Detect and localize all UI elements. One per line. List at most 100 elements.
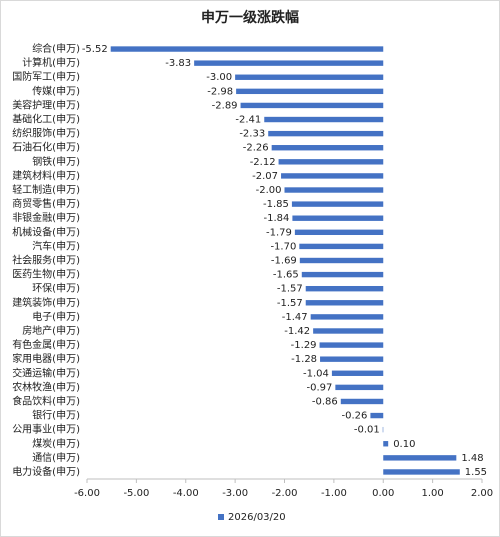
bar bbox=[313, 328, 384, 334]
bar bbox=[271, 145, 384, 151]
bar bbox=[110, 46, 384, 52]
bar bbox=[291, 201, 384, 207]
legend-label: 2026/03/20 bbox=[228, 512, 286, 523]
y-tick-label: 农林牧渔(申万) bbox=[12, 380, 80, 393]
data-label: -5.52 bbox=[82, 44, 108, 55]
data-label: -1.04 bbox=[303, 368, 329, 379]
bar bbox=[236, 88, 384, 95]
y-tick-label: 社会服务(申万) bbox=[12, 254, 80, 267]
bar bbox=[305, 300, 384, 306]
x-tick-label: -2.00 bbox=[272, 488, 298, 499]
data-label: -1.47 bbox=[282, 312, 308, 323]
bar bbox=[383, 469, 460, 475]
y-tick-label: 通信(申万) bbox=[32, 451, 80, 464]
x-tick-label: 2.00 bbox=[471, 488, 493, 499]
x-tick-label: -3.00 bbox=[222, 488, 248, 499]
y-tick-label: 公用事业(申万) bbox=[12, 423, 80, 436]
bar bbox=[281, 173, 384, 179]
data-label: -0.86 bbox=[312, 396, 338, 407]
y-tick-label: 环保(申万) bbox=[32, 282, 80, 295]
x-tick-label: -1.00 bbox=[321, 488, 347, 499]
bar bbox=[320, 356, 384, 362]
y-tick-label: 食品饮料(申万) bbox=[12, 394, 80, 407]
x-tick-label: 0.00 bbox=[372, 488, 394, 499]
bar bbox=[310, 314, 384, 320]
y-tick-label: 计算机(申万) bbox=[22, 56, 80, 69]
bar bbox=[340, 398, 384, 405]
bar bbox=[299, 257, 384, 264]
bar bbox=[370, 412, 384, 419]
y-tick-label: 建筑装饰(申万) bbox=[12, 296, 80, 309]
data-label: -2.98 bbox=[207, 86, 233, 97]
data-label: -1.42 bbox=[284, 326, 310, 337]
data-label: -2.33 bbox=[239, 129, 265, 140]
bar bbox=[305, 285, 384, 292]
bar bbox=[292, 215, 384, 221]
data-label: -2.12 bbox=[250, 157, 276, 168]
x-tick-label: -6.00 bbox=[74, 488, 100, 499]
y-tick-label: 医药生物(申万) bbox=[12, 268, 80, 281]
data-label: -2.41 bbox=[235, 115, 261, 126]
bar bbox=[284, 187, 384, 193]
y-tick-label: 国防军工(申万) bbox=[12, 70, 80, 83]
y-tick-label: 轻工制造(申万) bbox=[12, 183, 80, 196]
x-tick-label: -4.00 bbox=[173, 488, 199, 499]
chart-title: 申万一级涨跌幅 bbox=[201, 9, 299, 26]
y-tick-label: 传媒(申万) bbox=[32, 84, 80, 97]
y-tick-label: 美容护理(申万) bbox=[12, 98, 80, 111]
bar bbox=[240, 102, 384, 109]
y-tick-label: 非银金融(申万) bbox=[12, 211, 80, 224]
data-label: -2.00 bbox=[256, 185, 282, 196]
bar bbox=[268, 130, 384, 137]
y-tick-label: 商贸零售(申万) bbox=[12, 197, 80, 210]
y-tick-label: 机械设备(申万) bbox=[12, 225, 80, 238]
y-tick-label: 煤炭(申万) bbox=[32, 437, 80, 450]
data-label: -1.85 bbox=[263, 199, 289, 210]
data-label: -0.26 bbox=[342, 411, 368, 422]
data-label: -0.01 bbox=[354, 425, 380, 436]
y-tick-label: 纺织服饰(申万) bbox=[12, 127, 80, 140]
x-tick-label: -5.00 bbox=[123, 488, 149, 499]
y-tick-label: 汽车(申万) bbox=[32, 239, 80, 252]
data-label: -3.00 bbox=[206, 72, 232, 83]
data-label: -1.28 bbox=[291, 354, 317, 365]
data-label: -1.29 bbox=[291, 340, 317, 351]
bar bbox=[235, 74, 384, 80]
data-label: -2.89 bbox=[212, 100, 238, 111]
data-label: -1.70 bbox=[270, 241, 296, 252]
y-tick-label: 钢铁(申万) bbox=[32, 155, 80, 168]
bar bbox=[194, 60, 384, 66]
data-label: -1.57 bbox=[277, 284, 303, 295]
data-label: -1.69 bbox=[271, 256, 297, 267]
y-tick-label: 有色金属(申万) bbox=[12, 338, 80, 351]
bar bbox=[301, 271, 384, 278]
y-tick-label: 交通运输(申万) bbox=[12, 366, 80, 379]
y-tick-label: 房地产(申万) bbox=[22, 324, 80, 337]
data-label: -3.83 bbox=[165, 58, 191, 69]
bar bbox=[299, 243, 384, 250]
y-tick-label: 银行(申万) bbox=[32, 409, 80, 422]
data-label: -0.97 bbox=[306, 382, 332, 393]
legend-swatch bbox=[218, 514, 224, 520]
data-label: -1.84 bbox=[264, 213, 290, 224]
bar bbox=[335, 384, 384, 391]
data-label: 0.10 bbox=[393, 439, 415, 450]
data-label: -2.26 bbox=[243, 143, 269, 154]
data-label: 1.48 bbox=[461, 453, 483, 464]
data-label: 1.55 bbox=[465, 467, 487, 478]
y-tick-label: 家用电器(申万) bbox=[12, 352, 80, 365]
bar bbox=[319, 342, 384, 348]
x-tick-label: 1.00 bbox=[421, 488, 443, 499]
bar bbox=[294, 229, 384, 236]
data-label: -1.57 bbox=[277, 298, 303, 309]
bar bbox=[331, 370, 384, 376]
y-tick-label: 建筑材料(申万) bbox=[12, 169, 80, 182]
data-label: -1.79 bbox=[266, 227, 292, 238]
bar bbox=[383, 455, 457, 461]
y-tick-label: 电子(申万) bbox=[32, 310, 80, 323]
y-tick-label: 综合(申万) bbox=[32, 42, 80, 55]
y-tick-label: 石油石化(申万) bbox=[12, 141, 80, 154]
y-tick-label: 基础化工(申万) bbox=[12, 113, 80, 126]
bar bbox=[278, 159, 384, 165]
